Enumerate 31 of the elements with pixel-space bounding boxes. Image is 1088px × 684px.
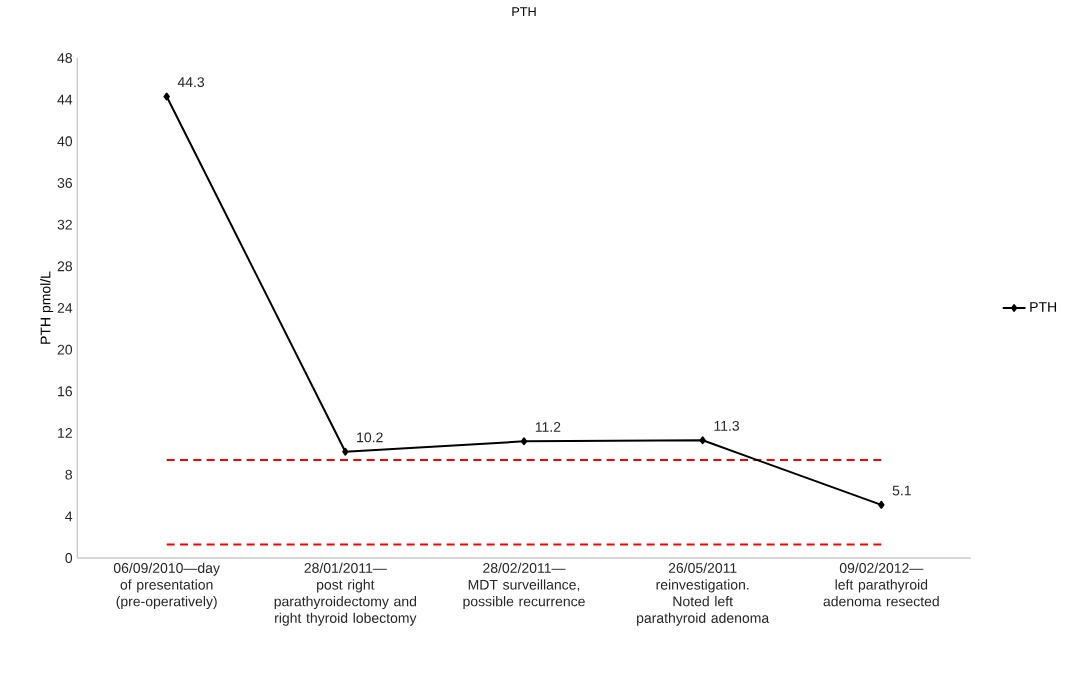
- x-tick-label: 09/02/2012— left parathyroid adenoma resected: [823, 562, 939, 607]
- x-tick-label: 26/05/2011 reinvestigation. Noted left parathyroid adenoma: [637, 562, 770, 626]
- data-label: 44.3: [177, 77, 205, 88]
- legend-label: PTH: [1030, 302, 1057, 312]
- data-label: 11.3: [714, 420, 740, 431]
- y-tick-label: 48: [57, 53, 73, 63]
- y-tick-label: 0: [65, 553, 73, 563]
- data-label: 10.2: [357, 432, 383, 443]
- x-tick-label: 28/02/2011— MDT surveillance, possible recurrence: [463, 562, 585, 610]
- data-label: 5.1: [892, 485, 911, 496]
- point: [342, 447, 349, 456]
- y-tick-label: 8: [65, 469, 73, 480]
- chart-title: PTH: [512, 7, 536, 16]
- point: [699, 436, 706, 445]
- y-tick-label: 32: [57, 219, 72, 230]
- y-tick-label: 16: [58, 386, 73, 397]
- y-tick-label: 4: [65, 511, 73, 522]
- y-tick-label: 40: [57, 136, 73, 147]
- y-tick-label: 12: [58, 428, 72, 438]
- y-tick-label: 20: [57, 344, 73, 355]
- point: [163, 92, 170, 101]
- point: [878, 500, 885, 509]
- point: [520, 437, 528, 446]
- x-tick-label: 28/01/2011— post right parathyroidectomy and right thyroid lobectomy: [274, 562, 417, 626]
- y-tick-label: 28: [57, 261, 73, 272]
- y-tick-label: 36: [57, 178, 73, 188]
- y-tick-label: 24: [57, 303, 73, 313]
- x-tick-label: 06/09/2010—day of presentation (pre-operatively): [113, 562, 220, 610]
- y-axis-title: PTH pmol/L: [40, 271, 54, 344]
- y-tick-label: 44: [57, 94, 73, 105]
- data-label: 11.2: [535, 422, 561, 432]
